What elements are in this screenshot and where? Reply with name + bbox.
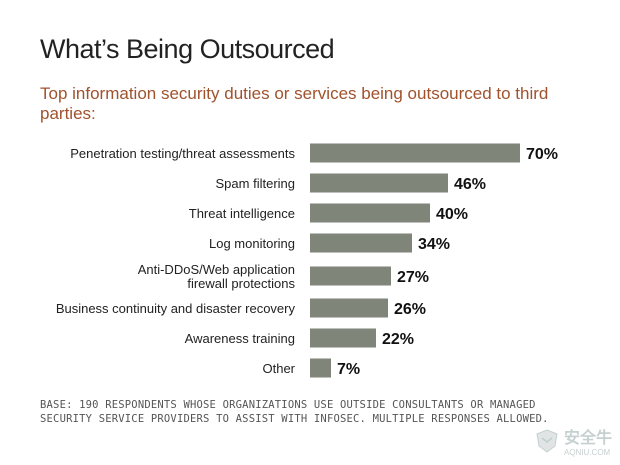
- bar: [310, 233, 412, 253]
- category-label: Anti-DDoS/Web application: [138, 262, 295, 277]
- bar-value-label: 40%: [436, 206, 468, 223]
- bull-shield-icon: [536, 428, 558, 453]
- watermark-subtext: AQNIU.COM: [563, 448, 611, 457]
- bar: [310, 203, 430, 223]
- bar-value-label: 27%: [397, 269, 429, 286]
- bar: [310, 328, 376, 348]
- category-label: Other: [262, 361, 295, 376]
- bar-value-label: 70%: [526, 146, 558, 163]
- footnote: BASE: 190 RESPONDENTS WHOSE ORGANIZATION…: [40, 399, 549, 425]
- category-label: firewall protections: [187, 276, 295, 291]
- bar-value-label: 46%: [454, 176, 486, 193]
- watermark-logo: 安全牛 AQNIU.COM: [534, 424, 612, 457]
- category-label: Penetration testing/threat assessments: [70, 146, 295, 161]
- category-label: Awareness training: [185, 331, 295, 346]
- category-label: Business continuity and disaster recover…: [56, 301, 296, 316]
- bar-value-label: 7%: [337, 361, 360, 378]
- category-label: Spam filtering: [216, 176, 295, 191]
- bar: [310, 358, 331, 378]
- bar-value-label: 26%: [394, 301, 426, 318]
- bar: [310, 173, 448, 193]
- bar: [310, 143, 520, 163]
- bar-chart: 70% Penetration testing/threat assessment…: [56, 143, 558, 378]
- bar-value-label: 34%: [418, 236, 450, 253]
- watermark-text: 安全牛: [563, 430, 612, 447]
- chart-subtitle: Top information security duties or servi…: [40, 84, 549, 123]
- category-label: Log monitoring: [209, 236, 295, 251]
- category-label: Threat intelligence: [189, 206, 295, 221]
- chart-title: What’s Being Outsourced: [40, 34, 335, 64]
- bar-value-label: 22%: [382, 331, 414, 348]
- bar: [310, 266, 391, 286]
- bar: [310, 298, 388, 318]
